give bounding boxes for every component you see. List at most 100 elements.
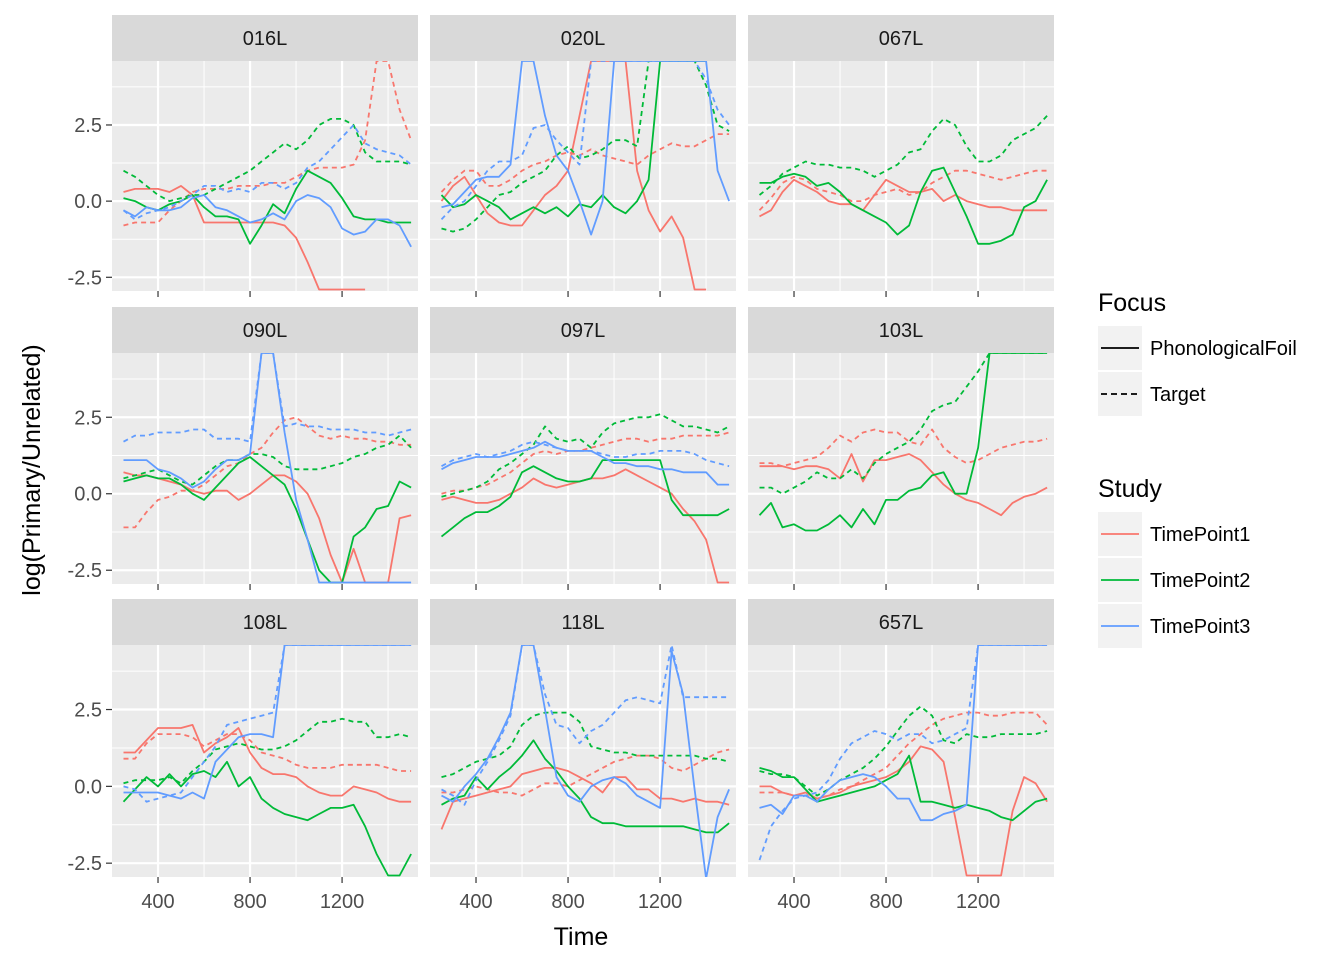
strip-label-097l: 097L xyxy=(561,320,606,342)
legend-label-timepoint3: TimePoint3 xyxy=(1150,616,1250,638)
strip-016l xyxy=(112,15,418,61)
strip-label-657l: 657L xyxy=(879,612,924,634)
series-group-657l xyxy=(758,645,1048,877)
series-line-108l-timepoint1-target xyxy=(123,733,412,772)
series-line-020l-timepoint3-target xyxy=(440,61,730,221)
plot-area-067l xyxy=(748,61,1054,291)
series-line-103l-timepoint1-target xyxy=(759,428,1048,468)
x-tick-label: 800 xyxy=(869,891,902,913)
strip-097l xyxy=(430,307,736,353)
strip-label-103l: 103L xyxy=(879,320,924,342)
legend-label-timepoint1: TimePoint1 xyxy=(1150,524,1250,546)
series-group-090l xyxy=(123,353,412,584)
series-line-097l-timepoint3-phonologicalfoil xyxy=(441,440,730,486)
series-group-118l xyxy=(440,645,730,877)
strip-label-020l: 020L xyxy=(561,28,606,50)
y-tick-label: 0.0 xyxy=(74,191,102,213)
panel-103l: 103L xyxy=(748,307,1054,590)
series-line-020l-timepoint2-target xyxy=(441,61,730,233)
series-line-067l-timepoint2-phonologicalfoil xyxy=(759,166,1048,245)
x-axis-title: Time xyxy=(554,923,609,951)
series-line-016l-timepoint1-target xyxy=(123,61,412,227)
y-tick-label: -2.5 xyxy=(68,267,102,289)
strip-label-016l: 016L xyxy=(243,28,288,50)
plot-area-118l xyxy=(430,645,736,877)
legend-label-phonologicalfoil: PhonologicalFoil xyxy=(1150,338,1297,360)
x-tick-label: 1200 xyxy=(956,891,1001,913)
plot-area-108l xyxy=(112,645,418,877)
series-line-118l-timepoint1-phonologicalfoil xyxy=(440,767,730,830)
legend-label-target: Target xyxy=(1150,384,1206,406)
series-line-090l-timepoint3-target xyxy=(123,353,412,443)
series-line-016l-timepoint2-phonologicalfoil xyxy=(123,169,412,245)
series-group-020l xyxy=(440,61,730,291)
strip-067l xyxy=(748,15,1054,61)
series-line-097l-timepoint1-target xyxy=(441,431,730,495)
series-line-118l-timepoint1-target xyxy=(441,748,730,797)
plot-area-657l xyxy=(748,645,1054,877)
strip-label-067l: 067L xyxy=(879,28,924,50)
y-tick-label: 2.5 xyxy=(74,700,102,722)
series-line-016l-timepoint2-target xyxy=(123,118,412,203)
panel-016l: 016L 2.5 0.0 -2.5 xyxy=(68,15,418,297)
series-line-108l-timepoint2-target xyxy=(123,717,412,785)
facet-panels: 016L 2.5 0.0 -2.5 020L 067L 090L 2.5 0.0 -2.5 097L… xyxy=(68,15,1054,913)
series-line-016l-timepoint1-phonologicalfoil xyxy=(123,184,366,291)
y-tick-label: 2.5 xyxy=(74,115,102,137)
series-group-067l xyxy=(758,115,1048,245)
series-group-108l xyxy=(122,645,412,877)
series-line-118l-timepoint3-phonologicalfoil xyxy=(441,645,730,877)
series-line-097l-timepoint3-target xyxy=(441,440,730,468)
strip-657l xyxy=(748,599,1054,645)
strip-108l xyxy=(112,599,418,645)
series-group-103l xyxy=(758,353,1048,532)
series-line-097l-timepoint2-phonologicalfoil xyxy=(440,459,730,538)
x-tick-label: 1200 xyxy=(638,891,683,913)
legend-title-focus: Focus xyxy=(1098,289,1166,317)
strip-118l xyxy=(430,599,736,645)
panel-108l: 108L 2.5 0.0 -2.5 400 800 1200 xyxy=(68,599,418,913)
series-line-067l-timepoint1-target xyxy=(758,169,1048,211)
strip-090l xyxy=(112,307,418,353)
series-line-657l-timepoint2-phonologicalfoil xyxy=(759,754,1048,822)
series-line-090l-timepoint1-phonologicalfoil xyxy=(123,471,412,584)
series-line-103l-timepoint2-phonologicalfoil xyxy=(758,353,1048,532)
series-line-020l-timepoint1-target xyxy=(440,133,730,193)
series-line-020l-timepoint1-phonologicalfoil xyxy=(440,61,707,291)
series-line-090l-timepoint2-phonologicalfoil xyxy=(123,456,412,584)
series-line-067l-timepoint2-target xyxy=(758,115,1048,196)
plot-area-097l xyxy=(430,353,736,584)
series-line-108l-timepoint1-phonologicalfoil xyxy=(123,724,412,803)
series-line-118l-timepoint2-target xyxy=(441,711,730,778)
series-line-090l-timepoint3-phonologicalfoil xyxy=(123,353,412,584)
series-line-097l-timepoint2-target xyxy=(441,413,730,498)
series-line-108l-timepoint2-phonologicalfoil xyxy=(122,760,412,877)
series-line-103l-timepoint1-phonologicalfoil xyxy=(759,453,1048,517)
series-line-103l-timepoint2-target xyxy=(759,353,1048,495)
series-line-090l-timepoint1-target xyxy=(123,416,412,529)
y-tick-label: 0.0 xyxy=(74,484,102,506)
series-group-097l xyxy=(440,413,730,584)
y-tick-label: 2.5 xyxy=(74,407,102,429)
strip-103l xyxy=(748,307,1054,353)
series-line-020l-timepoint2-phonologicalfoil xyxy=(440,61,707,221)
y-tick-label: 0.0 xyxy=(74,776,102,798)
strip-label-118l: 118L xyxy=(561,612,604,634)
series-line-118l-timepoint2-phonologicalfoil xyxy=(441,739,730,834)
plot-area-016l xyxy=(112,61,418,291)
series-line-108l-timepoint3-phonologicalfoil xyxy=(123,645,412,800)
legend-label-timepoint2: TimePoint2 xyxy=(1150,570,1250,592)
legend: Focus PhonologicalFoil Target Study Time… xyxy=(1098,289,1297,648)
panel-020l: 020L xyxy=(430,15,736,297)
series-line-657l-timepoint3-target xyxy=(758,645,1048,861)
strip-label-090l: 090L xyxy=(243,320,288,342)
panel-067l: 067L xyxy=(748,15,1054,297)
y-tick-label: -2.5 xyxy=(68,560,102,582)
panel-090l: 090L 2.5 0.0 -2.5 xyxy=(68,307,418,590)
y-axis-title: log(Primary/Unrelated) xyxy=(18,344,46,595)
y-tick-label: -2.5 xyxy=(68,853,102,875)
series-line-016l-timepoint3-phonologicalfoil xyxy=(123,194,412,248)
x-tick-label: 800 xyxy=(551,891,584,913)
x-tick-label: 1200 xyxy=(320,891,365,913)
